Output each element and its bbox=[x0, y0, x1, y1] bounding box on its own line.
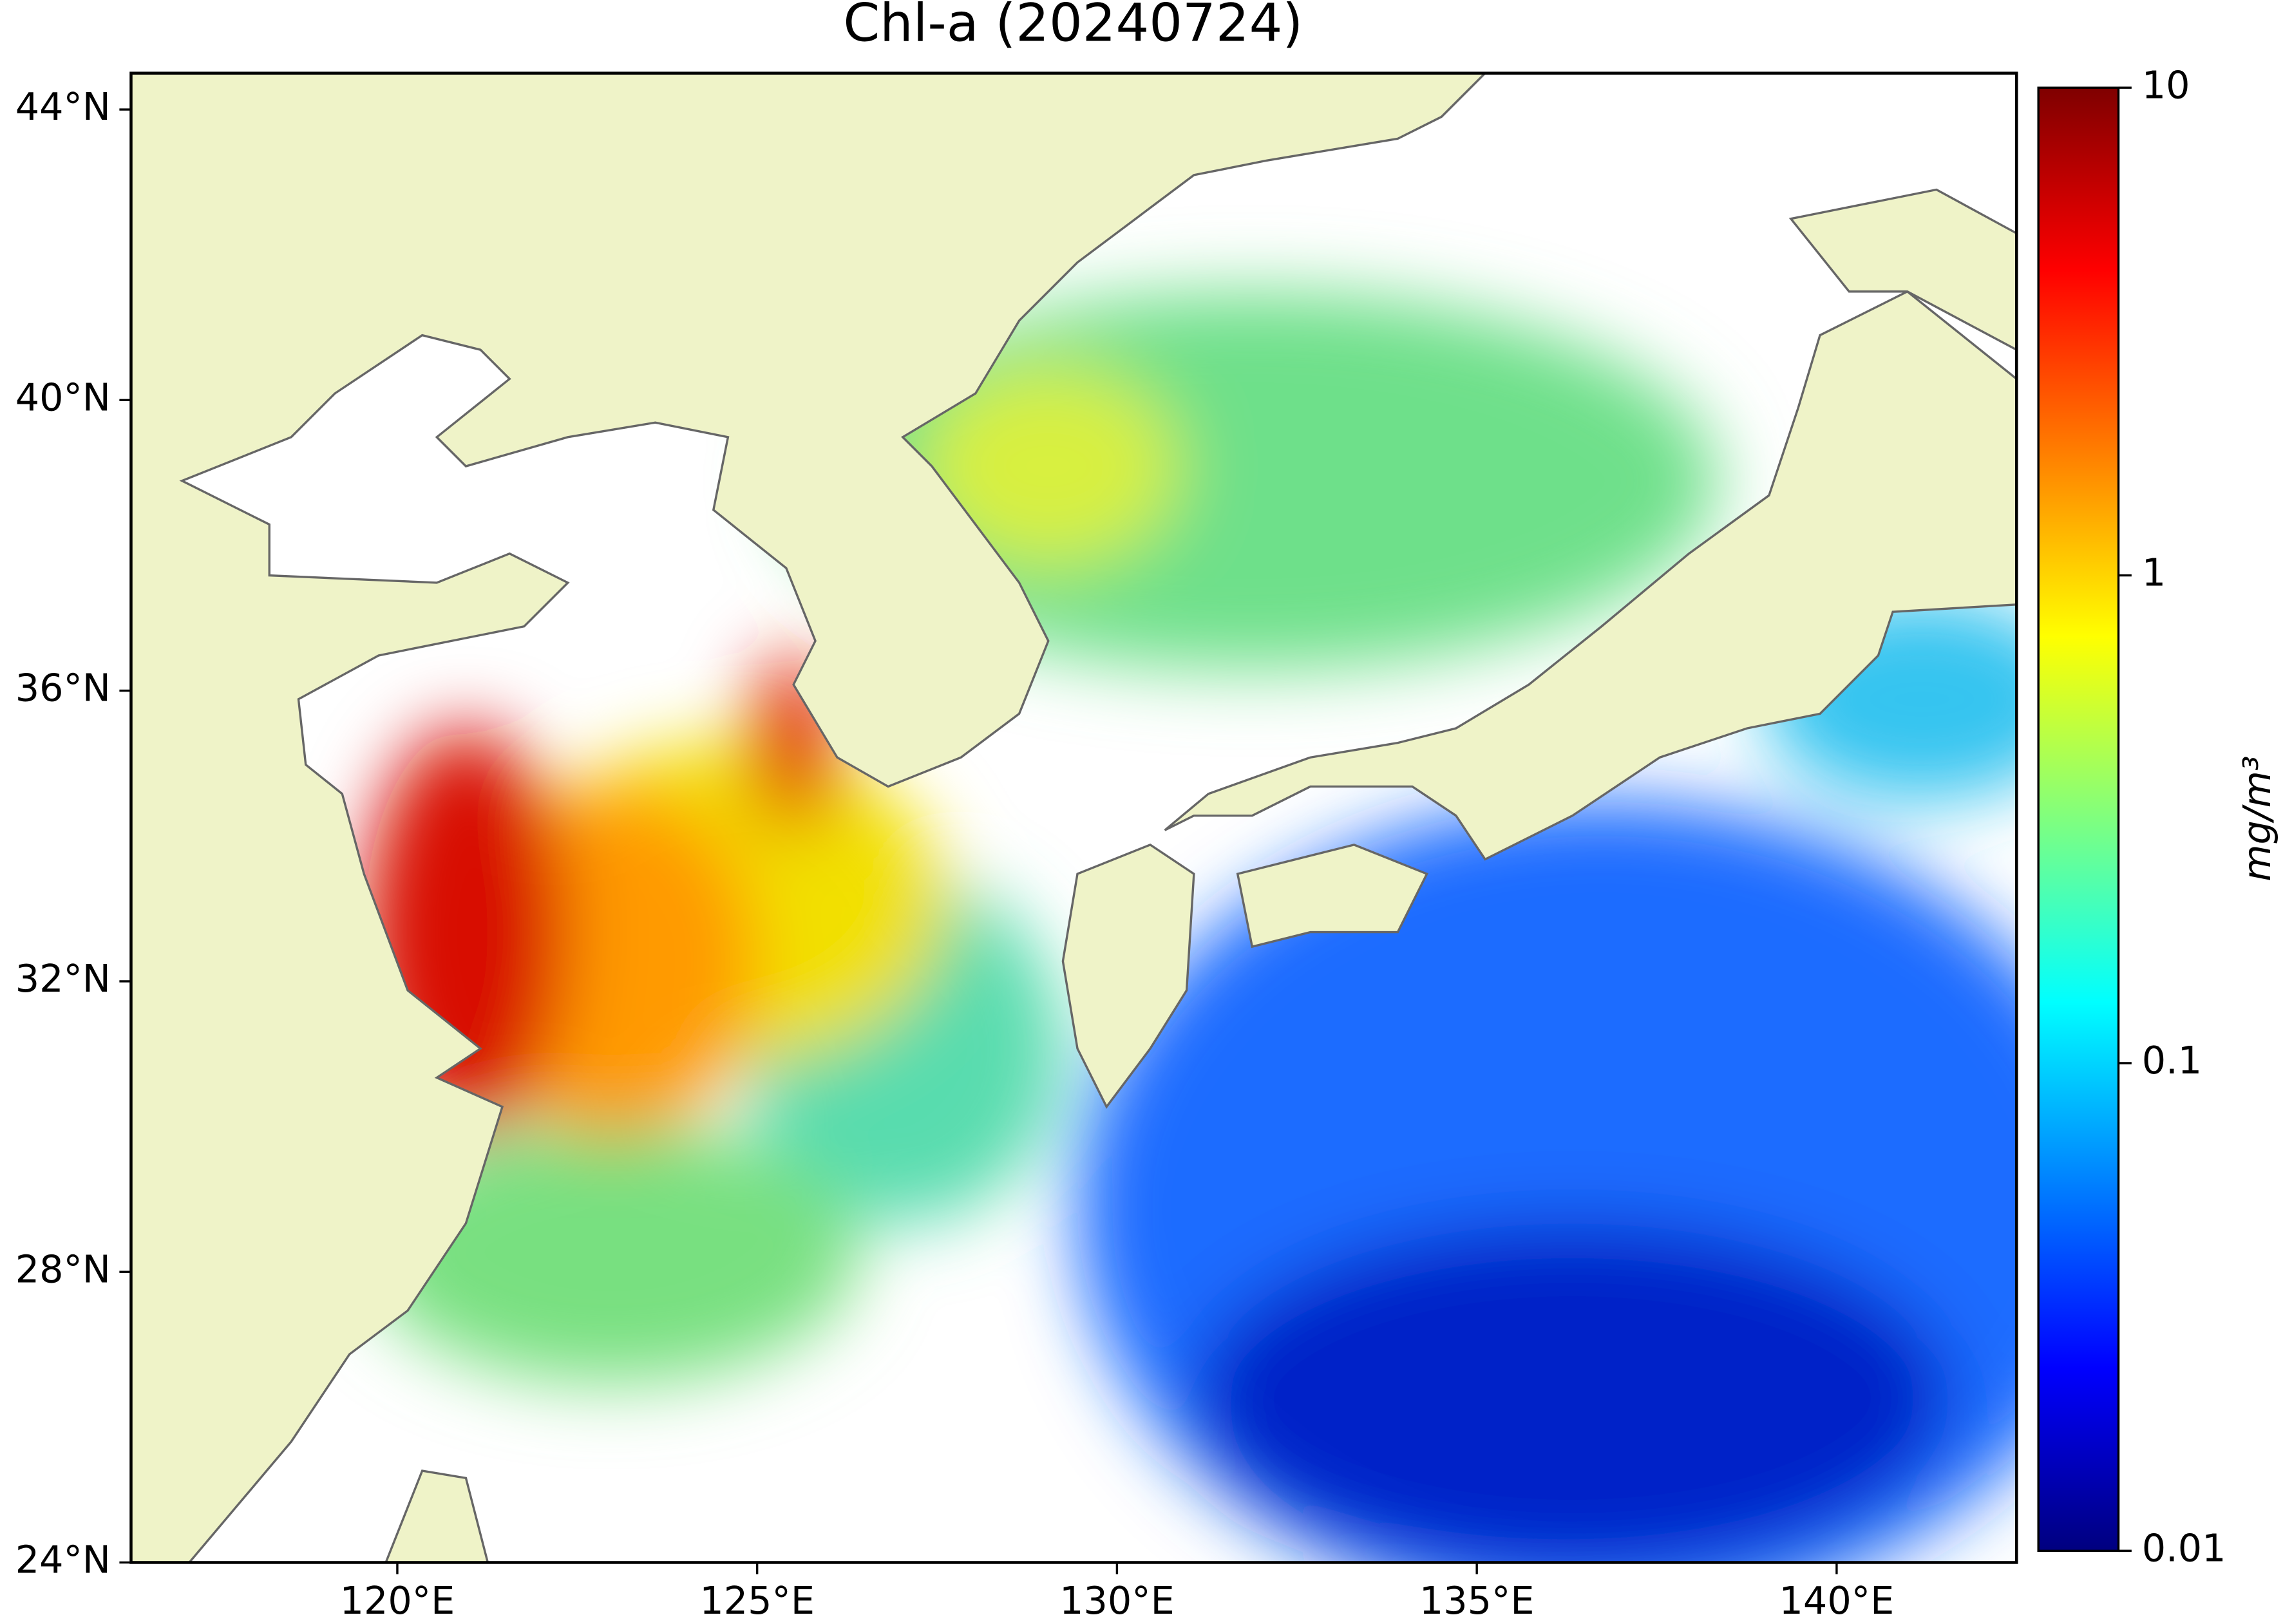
x-tick-label: 140°E bbox=[1779, 1578, 1895, 1623]
y-tick-label: 24°N bbox=[15, 1538, 111, 1582]
colorbar-tick-label: 1 bbox=[2142, 551, 2166, 595]
chlorophyll-field bbox=[364, 291, 2017, 1563]
y-tick-label: 40°N bbox=[15, 375, 111, 419]
land-honshu bbox=[1164, 290, 2017, 861]
colorbar bbox=[2037, 86, 2120, 1553]
x-tick-label: 135°E bbox=[1419, 1578, 1535, 1623]
colorbar-label: mg/m³ bbox=[2235, 756, 2279, 882]
land-kyushu bbox=[1061, 843, 1195, 1109]
y-tick-label: 32°N bbox=[15, 956, 111, 1001]
land-mainland bbox=[131, 73, 1487, 1563]
colorbar-tick-label: 10 bbox=[2142, 62, 2190, 107]
colorbar-tick-label: 0.1 bbox=[2142, 1038, 2202, 1082]
map-area bbox=[131, 73, 2017, 1563]
x-tick-label: 130°E bbox=[1059, 1578, 1175, 1623]
y-tick-label: 36°N bbox=[15, 666, 111, 710]
map-frame bbox=[129, 71, 2018, 1564]
colorbar-tick-label: 0.01 bbox=[2142, 1525, 2226, 1570]
y-tick-label: 44°N bbox=[15, 84, 111, 129]
x-tick-label: 125°E bbox=[699, 1578, 815, 1623]
x-tick-label: 120°E bbox=[340, 1578, 455, 1623]
land-taiwan bbox=[384, 1469, 489, 1563]
chl-area bbox=[364, 1121, 859, 1384]
map-title: Chl-a (20240724) bbox=[843, 0, 1303, 54]
land-hokkaido bbox=[1788, 188, 2017, 352]
y-tick-label: 28°N bbox=[15, 1247, 111, 1291]
chl-area bbox=[1194, 1223, 1951, 1563]
land-shikoku bbox=[1236, 844, 1428, 949]
chl-area bbox=[917, 364, 1180, 569]
